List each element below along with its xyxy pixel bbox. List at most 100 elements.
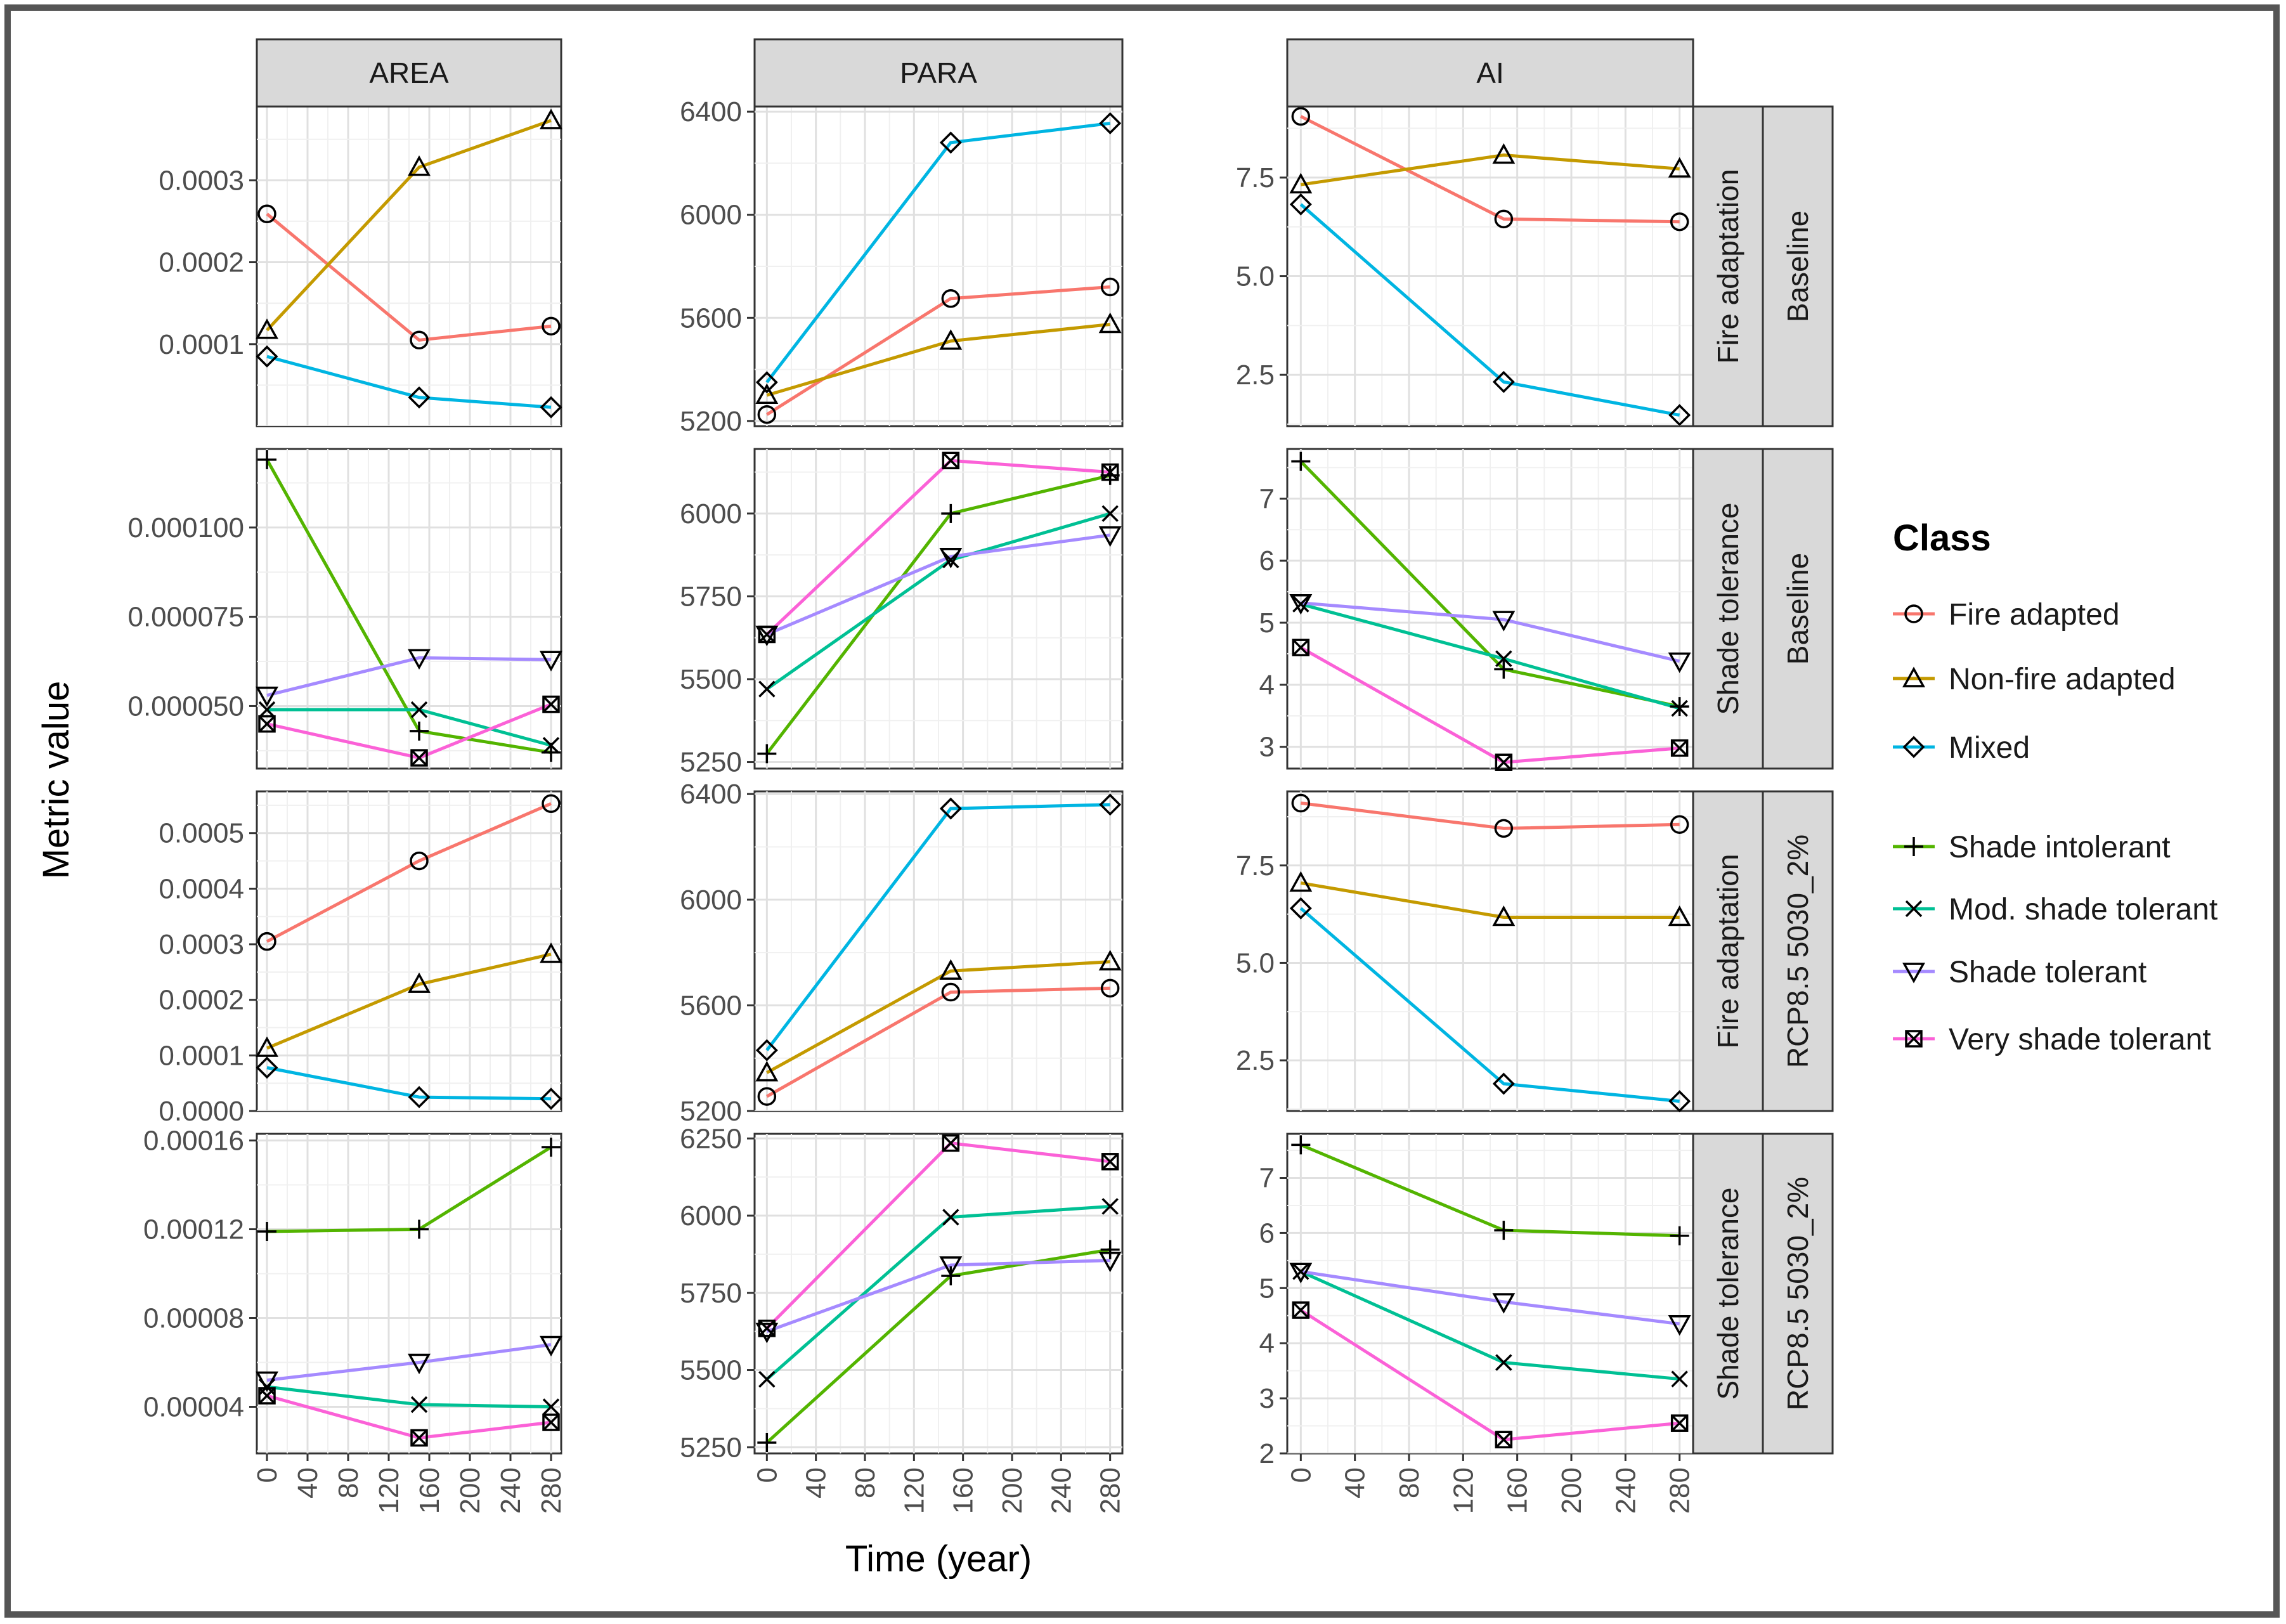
x-tick-label: 0 <box>1285 1467 1316 1483</box>
x-tick-label: 280 <box>1095 1467 1126 1514</box>
data-point-shade-intolerant <box>1494 659 1514 679</box>
row-strip-label: Fire adaptation <box>1711 169 1744 364</box>
row-strip-label: Baseline <box>1781 553 1814 665</box>
y-tick-label: 0.00008 <box>143 1303 244 1334</box>
y-tick-label: 0.000050 <box>127 691 244 722</box>
legend-label: Shade intolerant <box>1949 831 2171 864</box>
series-line-shade-tolerant <box>766 1259 1110 1334</box>
panel-r0-c2: 2.5 5.0 7.5 <box>1236 105 1694 427</box>
row-strip-label: RCP8.5 5030_2% <box>1781 835 1814 1068</box>
y-tick-label: 0.0000 <box>159 1096 244 1127</box>
series-group <box>266 802 552 1101</box>
data-point-shade-tolerant <box>1289 1263 1313 1283</box>
gridlines <box>755 449 1122 769</box>
y-axis-title: Metric value <box>36 681 77 880</box>
legend-item-mixed: Mixed <box>1893 731 2030 765</box>
x-tick-label: 80 <box>850 1467 881 1498</box>
y-tick-label: 6000 <box>680 498 742 529</box>
x-tick-label: 40 <box>801 1467 832 1498</box>
series-group <box>765 803 1110 1098</box>
y-tick-label: 0.0005 <box>159 818 244 849</box>
markers-group <box>1289 793 1691 1113</box>
series-line-fire-adapted <box>266 802 552 943</box>
legend-label: Non-fire adapted <box>1949 663 2176 696</box>
data-point-very-shade-tolerant <box>258 715 276 733</box>
x-tick-label: 280 <box>536 1467 567 1514</box>
gridlines <box>1287 107 1693 426</box>
data-point-shade-intolerant <box>757 1432 777 1452</box>
data-point-non-fire-adapted <box>755 1060 779 1082</box>
data-point-very-shade-tolerant <box>758 625 776 644</box>
x-tick-label: 200 <box>997 1467 1028 1514</box>
data-point-shade-intolerant <box>941 503 961 523</box>
data-point-non-fire-adapted <box>755 383 779 404</box>
series-line-mixed <box>1299 907 1680 1103</box>
data-point-shade-tolerant <box>1098 526 1122 547</box>
y-tick-label: 7 <box>1259 483 1275 514</box>
panels-layer: 0.00010.00020.000352005600600064002.55.0… <box>127 96 1695 1514</box>
legend-key-marker <box>1902 666 1925 687</box>
data-point-very-shade-tolerant <box>1495 753 1513 771</box>
gridlines <box>257 791 561 1111</box>
y-tick-label: 0.00004 <box>143 1392 244 1423</box>
data-point-non-fire-adapted <box>256 1036 278 1057</box>
y-tick-label: 0.0001 <box>159 1040 244 1071</box>
y-tick-label: 6400 <box>680 96 742 127</box>
row-strip-baseline <box>1762 105 1834 427</box>
markers-group <box>256 450 562 767</box>
x-tick-label: 160 <box>1502 1467 1533 1514</box>
column-strip-area <box>256 38 562 108</box>
data-point-non-fire-adapted <box>939 329 963 350</box>
panel-r0-c0: 0.0001 0.0002 0.0003 <box>159 105 562 427</box>
gridlines <box>1287 791 1693 1111</box>
data-point-shade-tolerant <box>1668 652 1691 673</box>
y-tick-label: 0.0003 <box>159 165 244 196</box>
legend-key-marker <box>1904 604 1923 623</box>
y-tick-label: 0.000075 <box>127 602 244 633</box>
y-tick-label: 3 <box>1259 732 1275 763</box>
series-line-mixed <box>765 121 1110 384</box>
x-tick-label: 240 <box>1610 1467 1641 1514</box>
data-point-non-fire-adapted <box>256 318 278 339</box>
data-point-shade-intolerant <box>257 450 276 469</box>
markers-group <box>256 1138 562 1447</box>
legend-label: Very shade tolerant <box>1949 1023 2211 1056</box>
data-point-shade-tolerant <box>1668 1315 1691 1336</box>
data-point-very-shade-tolerant <box>1292 1301 1310 1319</box>
legend-item-shade-tolerant: Shade tolerant <box>1893 956 2146 989</box>
row-strip-fire-adaptation <box>1692 105 1764 427</box>
data-point-non-fire-adapted <box>1668 157 1691 178</box>
data-point-shade-intolerant <box>410 721 429 741</box>
panel-r1-c0: 0.000050 0.000075 0.000100 <box>127 448 562 770</box>
gridlines <box>755 791 1122 1111</box>
gridlines <box>755 1134 1122 1453</box>
data-point-shade-intolerant <box>1291 451 1311 471</box>
legend-label: Mod. shade tolerant <box>1949 893 2218 926</box>
data-point-very-shade-tolerant <box>410 749 428 767</box>
data-point-mod-shade-tolerant <box>942 1209 959 1226</box>
y-tick-label: 5200 <box>680 1096 742 1127</box>
data-point-very-shade-tolerant <box>758 1320 776 1337</box>
y-tick-label: 0.0001 <box>159 329 244 360</box>
series-line-non-fire-adapted <box>1300 153 1680 186</box>
data-point-fire-adapted <box>1291 107 1311 126</box>
y-tick-label: 5 <box>1259 607 1275 639</box>
markers-group <box>1289 1135 1691 1449</box>
x-tick-label: 240 <box>1046 1467 1077 1514</box>
series-group <box>765 121 1110 416</box>
y-tick-label: 7.5 <box>1236 162 1275 193</box>
markers-group <box>1289 107 1691 427</box>
legend-item-shade-intolerant: Shade intolerant <box>1893 831 2171 864</box>
data-point-mod-shade-tolerant <box>1671 1370 1688 1387</box>
data-point-mixed <box>1289 897 1312 919</box>
y-tick-label: 0.0002 <box>159 985 244 1016</box>
legend-item-non-fire-adapted: Non-fire adapted <box>1893 663 2176 696</box>
data-point-mod-shade-tolerant <box>258 701 276 718</box>
data-point-mod-shade-tolerant <box>758 680 776 698</box>
series-line-shade-tolerant <box>266 1343 552 1382</box>
data-point-fire-adapted <box>757 1087 777 1106</box>
legend-label: Fire adapted <box>1949 598 2120 632</box>
y-tick-label: 5750 <box>680 581 742 612</box>
x-tick-label: 0 <box>751 1467 783 1483</box>
